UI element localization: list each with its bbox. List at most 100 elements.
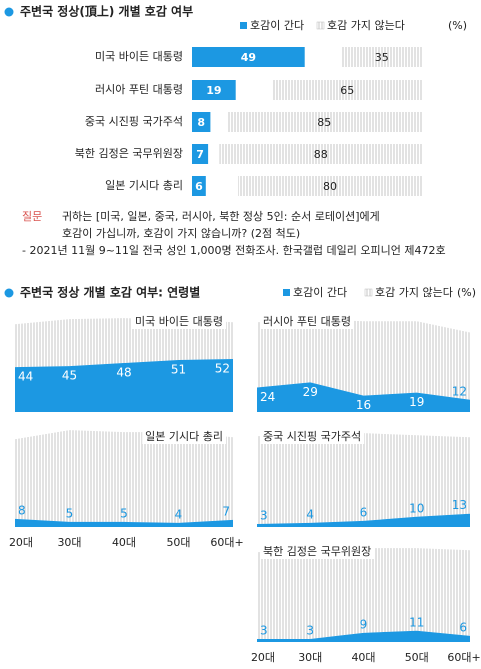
data-label: 6 bbox=[360, 505, 368, 519]
bar bbox=[272, 80, 422, 100]
data-label: 8 bbox=[18, 503, 26, 517]
y-tick-label: 미국 바이든 대통령 bbox=[95, 50, 183, 63]
y-tick-label: 일본 기시다 총리 bbox=[105, 178, 183, 192]
x-tick-label: 20대 bbox=[251, 651, 275, 664]
area bbox=[257, 382, 470, 412]
data-label: 12 bbox=[452, 384, 467, 398]
legend-swatch bbox=[316, 21, 325, 30]
bar bbox=[192, 144, 209, 164]
data-label: 4 bbox=[175, 507, 183, 521]
data-label: 19 bbox=[206, 84, 221, 97]
data-label: 29 bbox=[303, 385, 318, 399]
section-title: 주변국 정상 개별 호감 여부: 연령별 bbox=[20, 285, 200, 300]
data-label: 6 bbox=[195, 180, 203, 193]
x-tick-label: 60대+ bbox=[210, 536, 243, 549]
data-label: 48 bbox=[116, 366, 131, 380]
data-label: 19 bbox=[409, 395, 424, 409]
bar bbox=[341, 47, 422, 67]
legend-label: 호감이 간다 bbox=[250, 19, 304, 32]
x-tick-label: 30대 bbox=[298, 651, 322, 664]
data-label: 3 bbox=[306, 623, 314, 637]
data-label: 7 bbox=[222, 504, 230, 518]
x-tick-label: 50대 bbox=[405, 651, 429, 664]
bar bbox=[219, 144, 422, 164]
bar bbox=[192, 80, 236, 100]
data-label: 3 bbox=[260, 508, 268, 522]
area bbox=[257, 513, 470, 527]
data-label: 65 bbox=[340, 84, 354, 97]
panel-title: 미국 바이든 대통령 bbox=[135, 315, 223, 328]
data-label: 51 bbox=[171, 362, 186, 376]
data-label: 49 bbox=[241, 51, 256, 64]
bar bbox=[238, 176, 422, 196]
legend-label: 호감이 간다 bbox=[293, 286, 347, 299]
source-text: - 2021년 11월 9~11일 전국 성인 1,000명 전화조사. 한국갤… bbox=[22, 243, 446, 257]
bullet bbox=[4, 288, 14, 298]
bar bbox=[226, 112, 422, 132]
data-label: 52 bbox=[215, 361, 230, 375]
data-label: 7 bbox=[196, 148, 204, 161]
area bbox=[257, 319, 470, 400]
data-label: 5 bbox=[66, 506, 74, 520]
x-tick-label: 20대 bbox=[9, 536, 33, 549]
bar bbox=[192, 112, 211, 132]
data-label: 88 bbox=[314, 148, 328, 161]
data-label: 24 bbox=[260, 390, 275, 404]
data-label: 44 bbox=[18, 370, 33, 384]
panel-title: 일본 기시다 총리 bbox=[145, 429, 223, 443]
legend-swatch bbox=[283, 289, 290, 296]
x-tick-label: 50대 bbox=[166, 536, 190, 549]
panel-title: 중국 시진핑 국가주석 bbox=[263, 430, 361, 443]
area bbox=[257, 630, 470, 642]
legend-swatch bbox=[364, 288, 373, 297]
area bbox=[15, 430, 233, 523]
data-label: 35 bbox=[375, 51, 389, 64]
panel-title-bg bbox=[132, 314, 226, 329]
bar bbox=[192, 176, 206, 196]
data-label: 80 bbox=[323, 180, 337, 193]
area bbox=[15, 358, 233, 412]
area bbox=[257, 548, 470, 639]
panel-title: 러시아 푸틴 대통령 bbox=[263, 315, 351, 328]
panel-title: 북한 김정은 국무위원장 bbox=[263, 545, 371, 558]
data-label: 16 bbox=[356, 398, 371, 412]
x-tick-label: 40대 bbox=[351, 651, 375, 664]
bullet bbox=[4, 7, 14, 17]
panel-title-bg bbox=[260, 314, 354, 329]
note-text: 호감이 가십니까, 호감이 가지 않습니까? (2점 척도) bbox=[62, 227, 300, 240]
note-text: 귀하는 [미국, 일본, 중국, 러시아, 북한 정상 5인: 순서 로테이션]… bbox=[62, 209, 380, 223]
y-tick-label: 북한 김정은 국무위원장 bbox=[75, 147, 183, 160]
data-label: 6 bbox=[459, 620, 467, 634]
area bbox=[15, 318, 233, 368]
y-tick-label: 러시아 푸틴 대통령 bbox=[95, 83, 183, 96]
chart-title: 주변국 정상(頂上) 개별 호감 여부 bbox=[20, 4, 193, 19]
data-label: 9 bbox=[360, 617, 368, 631]
data-label: 8 bbox=[197, 116, 205, 129]
bar bbox=[192, 47, 305, 67]
x-tick-label: 30대 bbox=[57, 536, 81, 549]
panel-title-bg bbox=[142, 428, 226, 444]
y-tick-label: 중국 시진핑 국가주석 bbox=[85, 115, 183, 128]
data-label: 3 bbox=[260, 623, 268, 637]
data-label: 11 bbox=[409, 615, 424, 629]
data-label: 4 bbox=[306, 507, 314, 521]
data-label: 85 bbox=[317, 116, 331, 129]
area bbox=[257, 432, 470, 524]
area bbox=[15, 518, 233, 527]
legend-label: 호감 가지 않는다 bbox=[375, 286, 453, 299]
data-label: 10 bbox=[409, 501, 424, 515]
data-label: 13 bbox=[452, 498, 467, 512]
panel-title-bg bbox=[260, 429, 365, 444]
unit-label: (%) bbox=[448, 19, 467, 32]
legend-swatch bbox=[240, 22, 247, 29]
panel-title-bg bbox=[260, 544, 375, 559]
legend-label: 호감 가지 않는다 bbox=[327, 19, 405, 32]
x-tick-label: 40대 bbox=[112, 536, 136, 549]
note-label: 질문 bbox=[22, 210, 42, 223]
data-label: 5 bbox=[120, 506, 128, 520]
x-tick-label: 60대+ bbox=[447, 651, 480, 664]
data-label: 45 bbox=[62, 369, 77, 383]
unit-label: (%) bbox=[457, 286, 476, 299]
